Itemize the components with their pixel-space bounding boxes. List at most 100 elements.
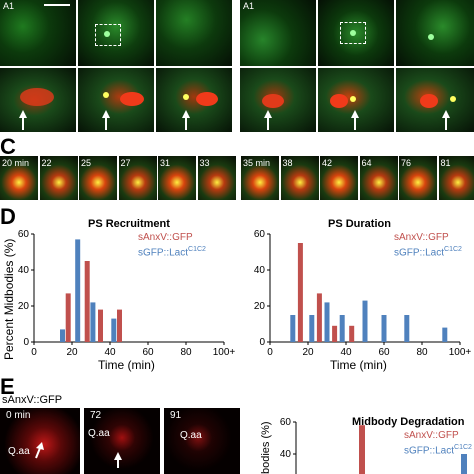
y-tick-label: 40 xyxy=(18,265,30,276)
panel-e-title: sAnxV::GFP xyxy=(2,394,63,406)
frame-time: 81 xyxy=(440,158,451,168)
y-tick-label: 20 xyxy=(254,301,266,312)
panel-b-label: A1 xyxy=(243,1,255,11)
bar xyxy=(111,318,117,342)
chart-ps-recruitment: 0 20 40 60 0 20 40 60 80 100+ xyxy=(18,229,236,358)
red-cell-blob xyxy=(20,88,54,106)
midbody-spot xyxy=(103,92,109,98)
frame-time: 27 xyxy=(120,158,131,168)
micrograph-e-2 xyxy=(84,408,160,474)
timelapse-frame: 25 xyxy=(79,156,117,200)
x-tick-label: 100+ xyxy=(213,347,236,358)
timelapse-frame: 20 min xyxy=(0,156,38,200)
bar xyxy=(349,325,355,342)
bar xyxy=(362,300,368,342)
micrograph-a-green-2 xyxy=(78,0,154,66)
micrograph-b-green-1 xyxy=(240,0,316,66)
legend-entry-blue: sGFP::LactC1C2 xyxy=(138,246,206,259)
bar xyxy=(442,327,448,342)
y-tick-label: 60 xyxy=(254,229,266,240)
timelapse-frame: 81 xyxy=(438,156,474,200)
x-axis-label-duration: Time (min) xyxy=(330,358,387,372)
frame-time: 35 min xyxy=(243,158,271,168)
scale-bar xyxy=(44,4,70,6)
bar xyxy=(359,425,365,474)
legend-entry-red: sAnxV::GFP xyxy=(404,430,459,441)
y-tick-label: 40 xyxy=(280,449,292,460)
timelapse-strip: 20 min 22 25 27 31 33 35 min 38 42 64 76 81 xyxy=(0,156,474,200)
micrograph-e-1 xyxy=(0,408,80,474)
timelapse-frame: 76 xyxy=(399,156,437,200)
bar xyxy=(117,309,122,342)
bar xyxy=(84,261,90,342)
midbody-spot xyxy=(350,96,356,102)
chart-title-degradation: Midbody Degradation xyxy=(352,416,465,428)
x-tick-label: 40 xyxy=(104,347,116,358)
bar xyxy=(60,329,65,342)
bar xyxy=(332,325,338,342)
midbody-spot xyxy=(428,34,434,40)
timelapse-frame: 38 xyxy=(280,156,319,200)
chart-midbody-degradation: 40 60 xyxy=(280,417,467,474)
x-tick-label: 0 xyxy=(31,347,37,358)
cell-label: Q.aa xyxy=(180,430,202,441)
y-tick-label: 60 xyxy=(18,229,30,240)
y-tick-label: 60 xyxy=(280,417,292,428)
bar xyxy=(297,243,303,342)
bar xyxy=(324,302,330,342)
panel-e-letter: E xyxy=(0,374,15,399)
micrograph-e-3 xyxy=(164,408,240,474)
red-cell-blob xyxy=(120,92,144,106)
x-tick-label: 20 xyxy=(66,347,78,358)
bar xyxy=(290,315,296,342)
frame-time: 25 xyxy=(81,158,92,168)
x-axis-label-recruitment: Time (min) xyxy=(98,358,155,372)
red-cell-blob xyxy=(262,94,284,108)
bar xyxy=(98,309,103,342)
cell-label: Q.aa xyxy=(8,446,30,457)
timelapse-frame: 27 xyxy=(118,156,157,200)
y-tick-label: 0 xyxy=(259,337,265,348)
legend-recruitment: sAnxV::GFP sGFP::LactC1C2 xyxy=(138,232,206,259)
bar xyxy=(316,293,322,342)
micrograph-a-green-3 xyxy=(156,0,232,66)
micrograph-a-merge-3 xyxy=(156,68,232,132)
timelapse-frame: 33 xyxy=(197,156,236,200)
micrograph-b-green-2 xyxy=(318,0,394,66)
frame-time: 76 xyxy=(401,158,412,168)
dashed-box xyxy=(95,24,121,46)
panel-a-label: A1 xyxy=(3,1,15,11)
midbody-spot xyxy=(450,96,456,102)
x-tick-label: 80 xyxy=(416,347,428,358)
frame-time: 33 xyxy=(199,158,210,168)
bar xyxy=(461,454,467,474)
frame-time: 64 xyxy=(361,158,372,168)
frame-time: 20 min xyxy=(2,158,30,168)
legend-entry-blue: sGFP::LactC1C2 xyxy=(394,246,462,259)
chart-title-recruitment: PS Recruitment xyxy=(88,218,170,230)
x-tick-label: 100+ xyxy=(449,347,472,358)
timelapse-frame: 64 xyxy=(359,156,398,200)
timelapse-frame: 22 xyxy=(39,156,78,200)
dashed-box xyxy=(340,22,366,44)
panel-c-letter: C xyxy=(0,134,16,159)
x-tick-label: 80 xyxy=(180,347,192,358)
bar xyxy=(404,315,410,342)
frame-time: 0 min xyxy=(6,410,31,421)
red-cell-blob xyxy=(330,94,348,108)
midbody-spot xyxy=(183,94,189,100)
frame-time: 31 xyxy=(160,158,171,168)
bar xyxy=(65,293,71,342)
frame-time: 42 xyxy=(322,158,333,168)
micrograph-a-green-1 xyxy=(0,0,76,66)
midbody-spot xyxy=(350,30,356,36)
legend-degradation: sAnxV::GFP sGFP::LactC1C2 xyxy=(404,430,472,457)
x-tick-label: 60 xyxy=(378,347,390,358)
y-tick-label: 40 xyxy=(254,265,266,276)
timelapse-frame: 35 min xyxy=(241,156,279,200)
red-cell-blob xyxy=(196,92,218,106)
legend-entry-blue: sGFP::LactC1C2 xyxy=(404,444,472,457)
chart-ps-duration: 0 20 40 60 0 20 40 60 80 100+ xyxy=(254,229,472,358)
arrow-icons xyxy=(19,110,450,130)
legend-duration: sAnxV::GFP sGFP::LactC1C2 xyxy=(394,232,462,259)
